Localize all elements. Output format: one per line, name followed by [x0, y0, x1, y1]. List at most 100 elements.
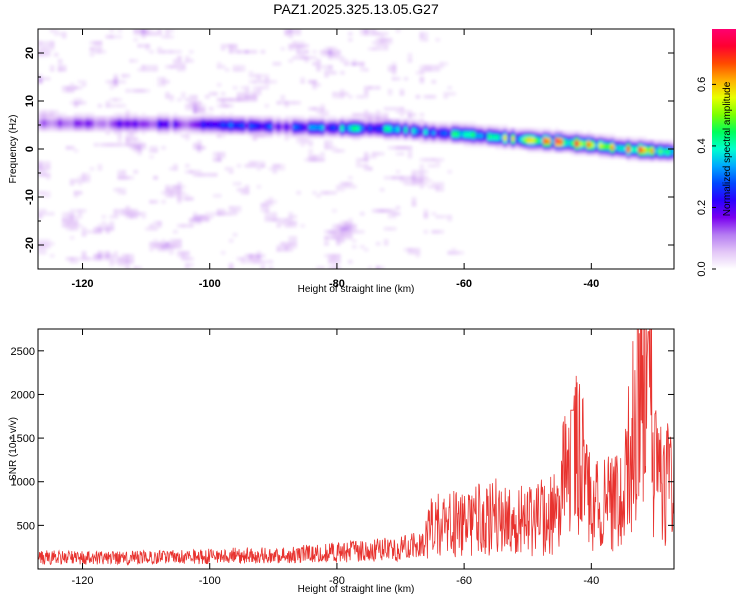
heatmap-cell — [375, 128, 381, 132]
heatmap-cell — [45, 161, 51, 165]
heatmap-cell — [268, 203, 274, 207]
heatmap-cell — [344, 62, 349, 66]
heatmap-cell — [252, 260, 258, 264]
heatmap-cell — [522, 140, 528, 144]
heatmap-cell — [407, 110, 413, 114]
heatmap-cell — [244, 188, 250, 192]
heatmap-cell — [177, 254, 182, 258]
heatmap-cell — [49, 65, 55, 69]
heatmap-cell — [200, 116, 206, 120]
heatmap-cell — [312, 50, 317, 54]
heatmap-cell — [145, 125, 150, 129]
heatmap-cell — [157, 113, 162, 117]
heatmap-cell — [367, 29, 373, 33]
heatmap-cell — [614, 140, 619, 144]
heatmap-cell — [590, 149, 596, 153]
heatmap-cell — [85, 119, 91, 123]
heatmap-cell — [666, 146, 671, 150]
heatmap-cell — [280, 125, 286, 129]
heatmap-cell — [574, 131, 580, 135]
heatmap-cell — [244, 116, 250, 120]
heatmap-cell — [109, 104, 115, 108]
heatmap-cell — [363, 92, 369, 96]
heatmap-cell — [165, 245, 170, 249]
heatmap-cell — [320, 110, 325, 114]
heatmap-cell — [606, 155, 612, 159]
heatmap-cell — [399, 176, 405, 180]
heatmap-cell — [208, 116, 214, 120]
heatmap-cell — [419, 113, 425, 117]
colorbar-tick-label: 0.4 — [696, 138, 708, 153]
heatmap-cell — [193, 212, 198, 216]
heatmap-cell — [248, 161, 254, 165]
heatmap-cell — [654, 140, 659, 144]
heatmap-cell — [133, 125, 138, 129]
heatmap-cell — [459, 122, 464, 126]
heatmap-cell — [606, 152, 612, 156]
heatmap-cell — [534, 143, 540, 147]
heatmap-cell — [606, 149, 612, 153]
heatmap-cell — [558, 140, 564, 144]
heatmap-cell — [232, 98, 238, 102]
heatmap-cell — [248, 128, 254, 132]
heatmap-cell — [173, 128, 178, 132]
heatmap-cell — [650, 146, 655, 150]
heatmap-cell — [232, 128, 238, 132]
heatmap-cell — [232, 86, 238, 90]
heatmap-cell — [379, 128, 385, 132]
heatmap-cell — [228, 98, 234, 102]
heatmap-cell — [538, 149, 544, 153]
heatmap-cell — [419, 80, 425, 84]
heatmap-cell — [582, 140, 588, 144]
heatmap-cell — [73, 215, 79, 219]
heatmap-cell — [165, 29, 170, 33]
heatmap-cell — [141, 122, 146, 126]
heatmap-cell — [280, 119, 286, 123]
heatmap-cell — [49, 254, 55, 258]
heatmap-cell — [276, 167, 282, 171]
heatmap-cell — [125, 215, 131, 219]
heatmap-cell — [582, 134, 588, 138]
heatmap-cell — [650, 149, 655, 153]
heatmap-cell — [248, 122, 254, 126]
x-tick-label: -40 — [583, 278, 599, 290]
heatmap-cell — [387, 212, 393, 216]
heatmap-cell — [435, 140, 441, 144]
heatmap-cell — [411, 137, 417, 141]
heatmap-cell — [435, 161, 441, 165]
heatmap-cell — [411, 251, 417, 255]
heatmap-cell — [189, 263, 194, 267]
heatmap-cell — [391, 68, 397, 72]
heatmap-cell — [105, 224, 111, 228]
heatmap-cell — [435, 128, 441, 132]
heatmap-cell — [185, 194, 190, 198]
heatmap-cell — [411, 203, 417, 207]
heatmap-cell — [125, 263, 131, 267]
heatmap-cell — [670, 140, 674, 144]
heatmap-cell — [344, 131, 349, 135]
heatmap-cell — [185, 128, 190, 132]
heatmap-cell — [189, 59, 194, 63]
heatmap-cell — [65, 218, 71, 222]
heatmap-cell — [292, 242, 297, 246]
heatmap-cell — [515, 140, 520, 144]
heatmap-cell — [280, 101, 286, 105]
heatmap-cell — [141, 65, 146, 69]
heatmap-cell — [153, 242, 158, 246]
heatmap-cell — [113, 125, 119, 129]
heatmap-cell — [276, 164, 282, 168]
heatmap-cell — [61, 86, 67, 90]
heatmap-cell — [598, 149, 604, 153]
heatmap-cell — [240, 125, 246, 129]
heatmap-cell — [467, 131, 472, 135]
heatmap-cell — [371, 116, 377, 120]
heatmap-cell — [280, 122, 286, 126]
heatmap-cell — [276, 116, 282, 120]
heatmap-cell — [618, 152, 623, 156]
y-tick-label: 0 — [24, 146, 36, 152]
heatmap-cell — [328, 266, 333, 269]
heatmap-cell — [280, 47, 286, 51]
heatmap-cell — [455, 131, 460, 135]
heatmap-cell — [69, 179, 75, 183]
heatmap-cell — [177, 50, 182, 54]
